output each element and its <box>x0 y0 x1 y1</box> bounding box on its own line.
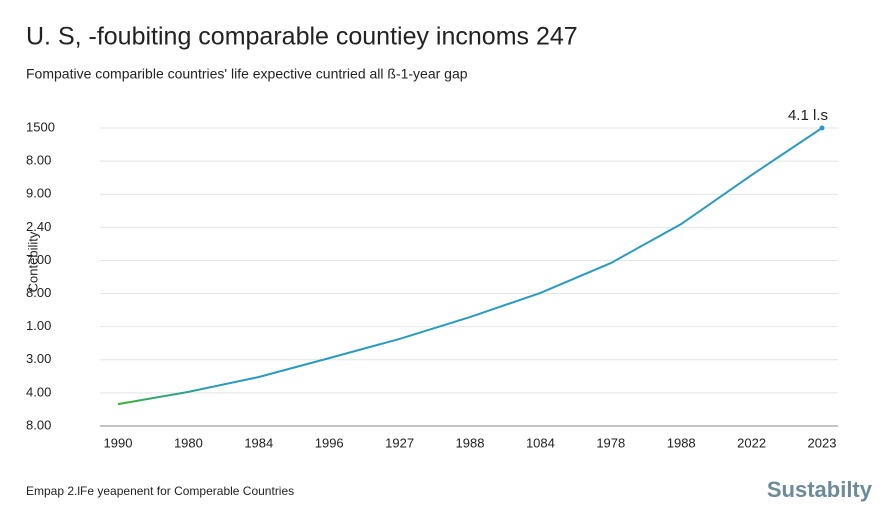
annotation: 4.1 l.s <box>788 107 828 124</box>
x-tick-label: 1084 <box>526 435 555 450</box>
y-tick-label: 1.00 <box>26 318 51 333</box>
x-tick-label: 1927 <box>385 435 414 450</box>
footer: Empap 2.lFe yeapenent for Comperable Cou… <box>26 484 294 498</box>
brand-logo: Sustabilty <box>767 477 873 502</box>
y-tick-label: 3.00 <box>26 351 51 366</box>
end-point <box>819 125 825 131</box>
y-tick-label: 1500 <box>26 119 55 134</box>
chart-title: U. S, -foubiting comparable countiey inc… <box>26 23 578 51</box>
x-tick-label: 2022 <box>737 435 766 450</box>
x-tick-label: 1980 <box>174 435 203 450</box>
y-tick-label: 8.00 <box>26 285 51 300</box>
x-tick-label: 1996 <box>315 435 344 450</box>
x-tick-label: 1978 <box>596 435 625 450</box>
y-tick-label: 2.40 <box>26 219 51 234</box>
x-tick-label: 1988 <box>456 435 485 450</box>
data-line <box>117 127 823 406</box>
x-tick-label: 2023 <box>808 435 837 450</box>
y-tick-label: 7.00 <box>26 252 51 267</box>
y-tick-label: 9.00 <box>26 186 51 201</box>
y-tick-label: 4.00 <box>26 384 51 399</box>
x-tick-label: 1984 <box>244 435 273 450</box>
y-tick-label: 8.00 <box>26 417 51 432</box>
x-tick-label: 1988 <box>667 435 696 450</box>
y-tick-label: 8.00 <box>26 153 51 168</box>
x-tick-label: 1990 <box>104 435 133 450</box>
y-axis-label: Contebility <box>25 231 40 292</box>
chart-subtitle: Fompative comparible countries' life exp… <box>26 66 468 82</box>
